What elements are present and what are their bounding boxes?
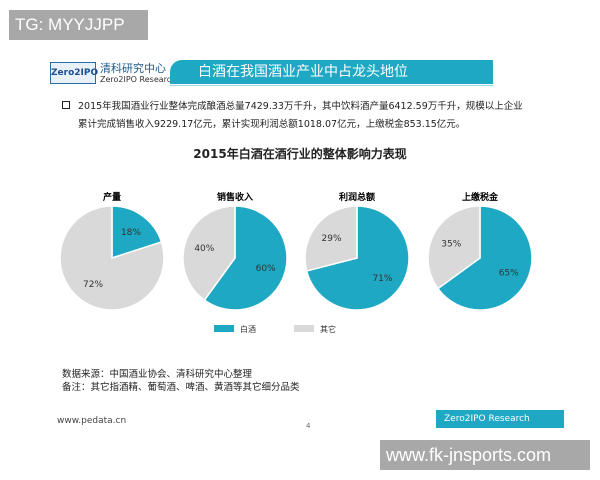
pie-slice-other bbox=[304, 205, 358, 272]
pie-title: 销售收入 bbox=[217, 191, 253, 203]
legend-label: 白酒 bbox=[240, 324, 256, 334]
body-line-2: 累计完成销售收入9229.17亿元，累计实现利润总额1018.07亿元，上缴税金… bbox=[78, 119, 466, 130]
website-link[interactable]: www.pedata.cn bbox=[57, 416, 127, 426]
org-name-cn: 清科研究中心 bbox=[100, 62, 166, 75]
data-label: 18% bbox=[121, 228, 141, 238]
data-source: 数据来源：中国酒业协会、清科研究中心整理 bbox=[62, 369, 253, 380]
pie-title: 产量 bbox=[103, 191, 121, 203]
watermark-top: TG: MYYJJPP bbox=[9, 10, 148, 40]
data-label: 65% bbox=[499, 269, 519, 279]
pie-slice-other bbox=[427, 205, 481, 290]
data-label: 72% bbox=[83, 280, 103, 290]
data-label: 71% bbox=[372, 274, 392, 284]
legend-swatch bbox=[214, 325, 234, 332]
pie-slice-baijiu bbox=[436, 205, 533, 311]
pie-title: 上缴税金 bbox=[462, 191, 499, 203]
data-label: 29% bbox=[322, 234, 342, 244]
pie-slice-other bbox=[59, 205, 165, 311]
pie-slice-baijiu bbox=[111, 205, 163, 260]
body-line-1: 2015年我国酒业行业整体完成酿酒总量7429.33万千升，其中饮料酒产量641… bbox=[78, 101, 523, 112]
pie-slice-other bbox=[182, 205, 236, 302]
bullet-icon bbox=[62, 101, 70, 109]
slide-title: 白酒在我国酒业产业中占龙头地位 bbox=[170, 60, 493, 84]
legend-label: 其它 bbox=[320, 324, 336, 334]
org-name-en: Zero2IPO Research bbox=[100, 75, 177, 84]
data-label: 40% bbox=[194, 244, 214, 254]
pie-slice-baijiu bbox=[203, 205, 288, 311]
chart-title: 2015年白酒在酒行业的整体影响力表现 bbox=[193, 147, 407, 161]
watermark-bottom: www.fk-jnsports.com bbox=[380, 440, 590, 470]
pie-slice-baijiu bbox=[305, 205, 410, 311]
footer-brand: Zero2IPO Research bbox=[436, 410, 564, 428]
data-label: 35% bbox=[441, 239, 461, 249]
divider bbox=[170, 85, 493, 86]
data-label: 60% bbox=[256, 264, 276, 274]
logo: Zero2IPO bbox=[50, 62, 98, 84]
pie-title: 利润总额 bbox=[338, 191, 375, 203]
page-number: 4 bbox=[306, 422, 311, 430]
legend-swatch bbox=[294, 325, 314, 332]
remark: 备注：其它指酒精、葡萄酒、啤酒、黄酒等其它细分品类 bbox=[62, 382, 300, 393]
